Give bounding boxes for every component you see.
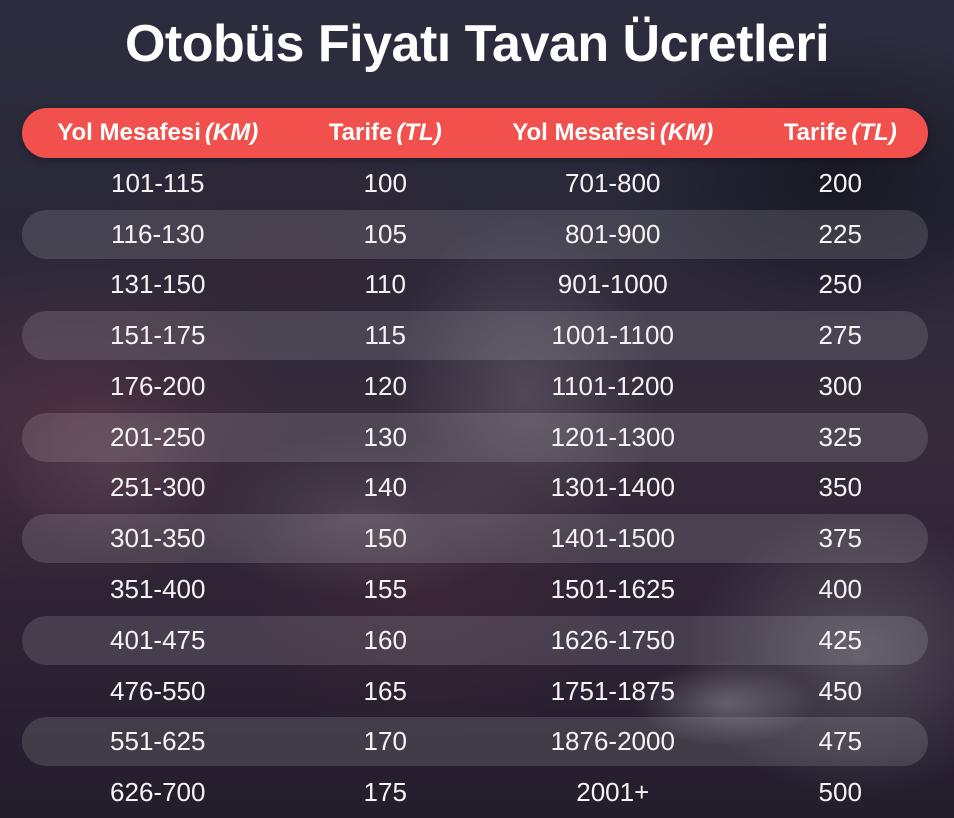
cell-fare-right: 500 xyxy=(818,777,862,808)
cell-distance-right: 1401-1500 xyxy=(550,523,675,554)
column-header-fare-right: Tarife (TL) xyxy=(727,119,954,147)
table-header-row: Yol Mesafesi (KM) Tarife (TL) Yol Mesafesi… xyxy=(44,108,954,158)
table-row: 301-350 150 1401-1500 375 xyxy=(0,513,954,564)
cell-fare-right: 325 xyxy=(818,421,862,452)
cell-fare-left: 160 xyxy=(363,624,407,655)
table-row: 151-175 115 1001-1100 275 xyxy=(0,310,954,361)
table-row-cells: 626-700 175 2001+ 500 xyxy=(44,767,954,818)
cell-fare-left: 130 xyxy=(363,421,407,452)
page-title: Otobüs Fiyatı Tavan Ücretleri xyxy=(124,15,830,73)
cell-distance-left: 476-550 xyxy=(110,675,206,706)
cell-distance-left: 251-300 xyxy=(110,472,206,503)
cell-distance-left: 116-130 xyxy=(111,218,205,249)
cell-fare-left: 110 xyxy=(364,269,406,300)
table-row: 401-475 160 1626-1750 425 xyxy=(0,615,954,666)
table-row: 551-625 170 1876-2000 475 xyxy=(0,716,954,767)
table-row: 251-300 140 1301-1400 350 xyxy=(0,463,954,514)
cell-fare-right: 250 xyxy=(818,269,862,300)
cell-distance-right: 1501-1625 xyxy=(550,574,675,604)
table-row: 116-130 105 801-900 225 xyxy=(0,209,954,260)
cell-fare-right: 400 xyxy=(818,574,862,604)
cell-fare-right: 275 xyxy=(818,320,862,351)
cell-fare-right: 350 xyxy=(818,472,862,503)
table-row: 351-400 155 1501-1625 400 xyxy=(0,564,954,615)
table-row-cells: 351-400 155 1501-1625 400 xyxy=(44,564,954,615)
cell-distance-left: 301-350 xyxy=(110,523,206,554)
cell-distance-left: 626-700 xyxy=(110,777,206,808)
table-row-cells: 476-550 165 1751-1875 450 xyxy=(44,666,954,717)
cell-distance-right: 701-800 xyxy=(565,167,661,198)
cell-fare-left: 140 xyxy=(363,472,407,503)
cell-distance-left: 201-250 xyxy=(110,421,206,452)
cell-fare-left: 150 xyxy=(363,523,407,554)
column-header-label: Yol Mesafesi xyxy=(57,119,201,146)
cell-distance-right: 1101-1200 xyxy=(551,370,674,401)
cell-fare-left: 105 xyxy=(363,218,407,249)
cell-fare-right: 475 xyxy=(818,726,862,757)
cell-distance-left: 176-200 xyxy=(110,370,206,401)
cell-fare-right: 450 xyxy=(818,675,862,706)
table-row-cells: 401-475 160 1626-1750 425 xyxy=(44,615,954,666)
table-row: 476-550 165 1751-1875 450 xyxy=(0,666,954,717)
cell-fare-left: 175 xyxy=(363,777,407,808)
column-header-label: Yol Mesafesi xyxy=(512,119,656,146)
cell-distance-right: 2001+ xyxy=(576,777,650,808)
cell-fare-right: 425 xyxy=(818,624,862,655)
table-row: 101-115 100 701-800 200 xyxy=(0,158,954,209)
column-header-label: Tarife xyxy=(328,119,393,146)
table-row-cells: 301-350 150 1401-1500 375 xyxy=(44,513,954,564)
cell-fare-left: 115 xyxy=(364,320,406,351)
table-row-cells: 551-625 170 1876-2000 475 xyxy=(44,716,954,767)
table-row-cells: 131-150 110 901-1000 250 xyxy=(44,260,954,311)
column-header-unit: (KM) xyxy=(204,119,259,146)
cell-distance-right: 1876-2000 xyxy=(550,726,675,757)
table-row-cells: 251-300 140 1301-1400 350 xyxy=(44,463,954,514)
column-header-distance-right: Yol Mesafesi (KM) xyxy=(499,119,727,147)
cell-fare-right: 225 xyxy=(818,218,862,249)
cell-distance-right: 1751-1875 xyxy=(550,675,675,706)
cell-fare-right: 300 xyxy=(818,370,862,401)
table-body: 101-115 100 701-800 200 116-130 105 801-900 225… xyxy=(0,158,954,818)
column-header-unit: (TL) xyxy=(851,119,897,146)
cell-fare-left: 100 xyxy=(363,167,407,198)
cell-distance-right: 1001-1100 xyxy=(551,320,674,351)
table-row: 626-700 175 2001+ 500 xyxy=(0,767,954,818)
cell-distance-left: 151-175 xyxy=(110,320,206,351)
cell-distance-left: 131-150 xyxy=(110,269,206,300)
cell-distance-left: 551-625 xyxy=(110,726,206,757)
column-header-unit: (TL) xyxy=(396,119,442,146)
column-header-label: Tarife xyxy=(783,119,848,146)
cell-fare-left: 120 xyxy=(363,370,407,401)
cell-fare-right: 375 xyxy=(818,523,862,554)
table-row: 176-200 120 1101-1200 300 xyxy=(0,361,954,412)
table-header-background xyxy=(22,108,928,158)
cell-fare-right: 200 xyxy=(818,167,862,198)
cell-distance-right: 1201-1300 xyxy=(550,421,675,452)
table-row-cells: 201-250 130 1201-1300 325 xyxy=(44,412,954,463)
cell-distance-right: 801-900 xyxy=(565,218,661,249)
table-row: 201-250 130 1201-1300 325 xyxy=(0,412,954,463)
cell-fare-left: 155 xyxy=(363,574,407,604)
column-header-fare-left: Tarife (TL) xyxy=(272,119,500,147)
table-row: 131-150 110 901-1000 250 xyxy=(0,260,954,311)
cell-distance-right: 901-1000 xyxy=(557,269,668,300)
cell-distance-left: 101-115 xyxy=(111,167,205,198)
column-header-unit: (KM) xyxy=(659,119,714,146)
cell-fare-left: 165 xyxy=(363,675,407,706)
table-row-cells: 101-115 100 701-800 200 xyxy=(44,158,954,209)
cell-distance-right: 1301-1400 xyxy=(550,472,675,503)
table-row-cells: 176-200 120 1101-1200 300 xyxy=(44,361,954,412)
cell-distance-right: 1626-1750 xyxy=(550,624,675,655)
cell-fare-left: 170 xyxy=(363,726,407,757)
cell-distance-left: 401-475 xyxy=(110,624,206,655)
cell-distance-left: 351-400 xyxy=(110,574,206,604)
table-row-cells: 151-175 115 1001-1100 275 xyxy=(44,310,954,361)
column-header-distance-left: Yol Mesafesi (KM) xyxy=(44,119,272,147)
table-row-cells: 116-130 105 801-900 225 xyxy=(44,209,954,260)
